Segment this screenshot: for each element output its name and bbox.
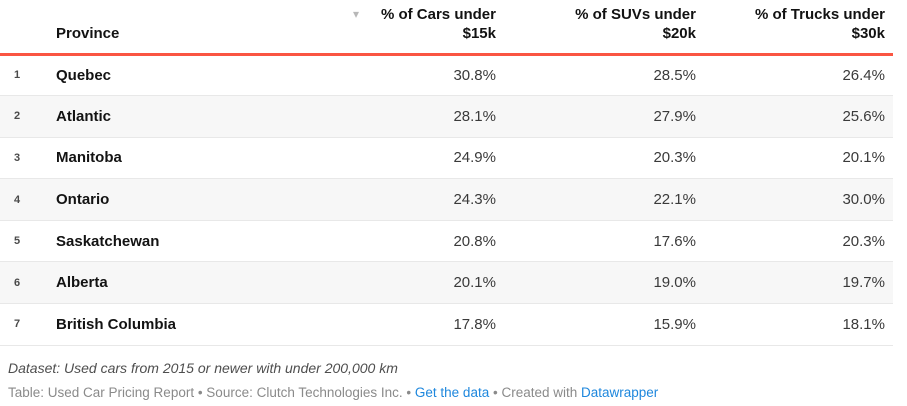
province-cell: Atlantic: [40, 95, 304, 138]
table-footer: Dataset: Used cars from 2015 or newer wi…: [0, 360, 907, 400]
attribution-line: Table: Used Car Pricing Report • Source:…: [8, 385, 907, 400]
cars-header-label: % of Cars under $15k: [380, 6, 496, 42]
province-cell: Manitoba: [40, 137, 304, 180]
suvs-value-cell: 19.0%: [504, 261, 704, 305]
datawrapper-link[interactable]: Datawrapper: [580, 384, 659, 400]
column-header-trucks[interactable]: % of Trucks under $30k: [704, 0, 893, 56]
table-row: 2 Atlantic 28.1% 27.9% 25.6%: [0, 95, 893, 138]
table-row: 6 Alberta 20.1% 19.0% 19.7%: [0, 261, 893, 305]
row-rank: 6: [0, 261, 40, 305]
row-rank: 7: [0, 303, 40, 346]
table-row: 7 British Columbia 17.8% 15.9% 18.1%: [0, 303, 893, 346]
dataset-note: Dataset: Used cars from 2015 or newer wi…: [8, 359, 398, 376]
province-cell: British Columbia: [40, 303, 304, 346]
trucks-header-label: % of Trucks under $30k: [754, 6, 885, 42]
table-header: Province ▾ % of Cars under $15k % of SUV…: [0, 0, 893, 56]
suvs-value-cell: 17.6%: [504, 220, 704, 263]
column-header-rank: [0, 0, 40, 56]
get-the-data-link[interactable]: Get the data: [414, 384, 490, 400]
row-rank: 3: [0, 137, 40, 180]
trucks-value-cell: 25.6%: [704, 95, 893, 138]
cars-value-cell: 28.1%: [304, 95, 504, 138]
suvs-value-cell: 28.5%: [504, 54, 704, 97]
province-cell: Quebec: [40, 54, 304, 97]
created-with-text: • Created with: [489, 384, 581, 400]
cars-value-cell: 20.1%: [304, 261, 504, 305]
attribution-text: Table: Used Car Pricing Report • Source:…: [8, 384, 415, 400]
suvs-value-cell: 15.9%: [504, 303, 704, 346]
trucks-value-cell: 26.4%: [704, 54, 893, 97]
suvs-value-cell: 20.3%: [504, 137, 704, 180]
table-row: 3 Manitoba 24.9% 20.3% 20.1%: [0, 137, 893, 180]
province-cell: Ontario: [40, 178, 304, 221]
row-rank: 5: [0, 220, 40, 263]
sort-descending-icon: ▾: [352, 7, 359, 21]
row-rank: 2: [0, 95, 40, 138]
suvs-header-label: % of SUVs under $20k: [575, 6, 696, 42]
trucks-value-cell: 20.1%: [704, 137, 893, 180]
province-header-label: Province: [56, 24, 120, 42]
cars-value-cell: 24.3%: [304, 178, 504, 221]
suvs-value-cell: 27.9%: [504, 95, 704, 138]
trucks-value-cell: 19.7%: [704, 261, 893, 305]
cars-value-cell: 17.8%: [304, 303, 504, 346]
trucks-value-cell: 20.3%: [704, 220, 893, 263]
column-header-province[interactable]: Province: [40, 0, 304, 56]
table-row: 1 Quebec 30.8% 28.5% 26.4%: [0, 54, 893, 97]
column-header-cars[interactable]: ▾ % of Cars under $15k: [304, 0, 504, 56]
table-body: 1 Quebec 30.8% 28.5% 26.4% 2 Atlantic 28…: [0, 54, 893, 346]
trucks-value-cell: 18.1%: [704, 303, 893, 346]
row-rank: 1: [0, 54, 40, 97]
pricing-table: Province ▾ % of Cars under $15k % of SUV…: [0, 0, 893, 346]
column-header-suvs[interactable]: % of SUVs under $20k: [504, 0, 704, 56]
suvs-value-cell: 22.1%: [504, 178, 704, 221]
row-rank: 4: [0, 178, 40, 221]
cars-value-cell: 20.8%: [304, 220, 504, 263]
cars-value-cell: 30.8%: [304, 54, 504, 97]
table-row: 4 Ontario 24.3% 22.1% 30.0%: [0, 178, 893, 221]
province-cell: Alberta: [40, 261, 304, 305]
table-row: 5 Saskatchewan 20.8% 17.6% 20.3%: [0, 220, 893, 263]
trucks-value-cell: 30.0%: [704, 178, 893, 221]
cars-value-cell: 24.9%: [304, 137, 504, 180]
province-cell: Saskatchewan: [40, 220, 304, 263]
